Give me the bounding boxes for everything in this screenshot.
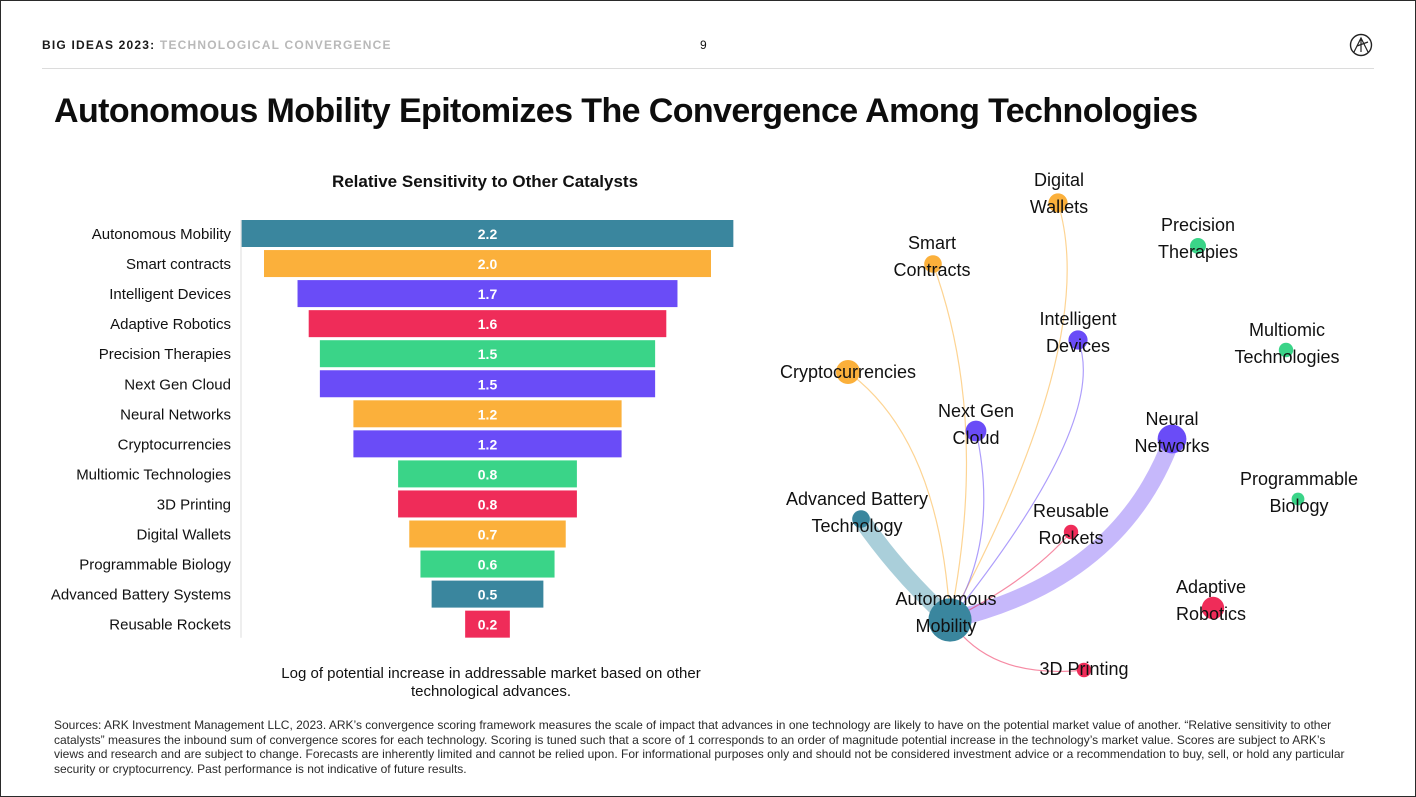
edge-neural-to-autonomous xyxy=(941,430,1181,629)
category-label-multiomic-technologies: Multiomic Technologies xyxy=(76,466,231,483)
value-label-multiomic-technologies: 0.8 xyxy=(478,466,498,482)
category-label-adaptive-robotics: Adaptive Robotics xyxy=(110,316,231,333)
bar-chart-title: Relative Sensitivity to Other Catalysts xyxy=(331,172,639,191)
node-label-autonomous: Autonomous Mobility xyxy=(895,589,996,636)
node-crypto xyxy=(836,360,860,384)
bar-digital-wallets xyxy=(409,520,566,548)
category-label-autonomous-mobility: Autonomous Mobility xyxy=(92,226,232,243)
node-next-gen-cloud xyxy=(965,420,987,442)
bar-smart-contracts xyxy=(264,250,711,278)
category-label-precision-therapies: Precision Therapies xyxy=(99,346,231,363)
value-label-programmable-biology: 0.6 xyxy=(478,557,498,573)
slide-header: BIG IDEAS 2023: TECHNOLOGICAL CONVERGENC… xyxy=(42,38,392,52)
value-label-advanced-battery-systems: 0.5 xyxy=(478,587,498,603)
topic-title: TECHNOLOGICAL CONVERGENCE xyxy=(159,38,392,52)
value-label-neural-networks: 1.2 xyxy=(478,406,498,422)
category-label-digital-wallets: Digital Wallets xyxy=(137,527,231,544)
category-label-reusable-rockets: Reusable Rockets xyxy=(109,617,231,634)
category-label-next-gen-cloud: Next Gen Cloud xyxy=(124,376,231,393)
node-label-smart-contracts: Smart Contracts xyxy=(893,233,970,280)
node-label-intelligent: Intelligent Devices xyxy=(1039,309,1116,356)
category-label-programmable-biology: Programmable Biology xyxy=(79,557,231,574)
node-multiomic xyxy=(1278,342,1294,358)
bar-3d-printing xyxy=(398,490,577,518)
node-autonomous xyxy=(928,598,972,642)
value-label-adaptive-robotics: 1.6 xyxy=(478,316,498,332)
node-label-printing: 3D Printing xyxy=(1039,659,1128,679)
ark-logo-icon xyxy=(1349,33,1373,57)
value-label-reusable-rockets: 0.2 xyxy=(478,617,498,633)
edge-crypto-to-autonomous xyxy=(847,371,951,621)
category-label-cryptocurrencies: Cryptocurrencies xyxy=(118,436,231,453)
bar-autonomous-mobility xyxy=(241,220,734,247)
value-label-cryptocurrencies: 1.2 xyxy=(478,436,498,452)
page-number: 9 xyxy=(700,38,707,52)
node-label-programmable: Programmable Biology xyxy=(1240,469,1358,516)
category-label-advanced-battery-systems: Advanced Battery Systems xyxy=(51,587,231,604)
category-label-intelligent-devices: Intelligent Devices xyxy=(109,286,231,303)
edge-digital-wallets-to-autonomous xyxy=(949,202,1068,621)
bar-cryptocurrencies xyxy=(353,430,622,458)
value-label-intelligent-devices: 1.7 xyxy=(478,286,498,302)
value-label-digital-wallets: 0.7 xyxy=(478,527,498,543)
bar-precision-therapies xyxy=(319,340,656,368)
node-label-battery: Advanced Battery Technology xyxy=(786,489,928,536)
node-printing xyxy=(1076,662,1092,678)
network-labels: Autonomous Mobility Digital Wallets Precisio… xyxy=(780,170,1358,679)
node-rockets xyxy=(1063,524,1079,540)
node-label-digital-wallets: Digital Wallets xyxy=(1030,170,1088,217)
bar-programmable-biology xyxy=(420,550,555,578)
series-title: BIG IDEAS 2023: xyxy=(42,38,156,52)
value-label-next-gen-cloud: 1.5 xyxy=(478,376,498,392)
category-label-neural-networks: Neural Networks xyxy=(120,406,231,423)
header-divider xyxy=(42,68,1374,69)
value-label-precision-therapies: 1.5 xyxy=(478,346,498,362)
value-label-smart-contracts: 2.0 xyxy=(478,256,498,272)
node-smart-contracts xyxy=(924,255,942,273)
value-label-autonomous-mobility: 2.2 xyxy=(478,226,498,242)
network-nodes xyxy=(836,193,1305,678)
node-label-rockets: Reusable Rockets xyxy=(1033,501,1109,548)
node-programmable xyxy=(1291,492,1305,506)
value-label-3d-printing: 0.8 xyxy=(478,496,498,512)
bar-advanced-battery-systems xyxy=(431,580,544,608)
category-label-3d-printing: 3D Printing xyxy=(157,496,231,513)
node-intelligent xyxy=(1068,330,1088,350)
node-digital-wallets xyxy=(1048,193,1068,213)
node-label-robotics: Adaptive Robotics xyxy=(1176,577,1246,624)
page-title: Autonomous Mobility Epitomizes The Conve… xyxy=(54,92,1198,130)
bar-multiomic-technologies xyxy=(398,460,577,488)
node-battery xyxy=(852,510,870,528)
node-label-next-gen-cloud: Next Gen Cloud xyxy=(938,401,1014,448)
node-robotics xyxy=(1201,596,1225,620)
node-neural xyxy=(1157,424,1187,454)
node-precision xyxy=(1190,238,1206,254)
bar-reusable-rockets xyxy=(465,610,510,638)
node-label-crypto: Cryptocurrencies xyxy=(780,362,916,382)
node-label-precision: Precision Therapies xyxy=(1158,215,1238,262)
edge-next-gen-cloud-to-autonomous xyxy=(949,430,985,621)
bar-adaptive-robotics xyxy=(308,310,667,338)
bar-intelligent-devices xyxy=(297,280,678,308)
edge-intelligent-to-autonomous xyxy=(949,339,1084,621)
node-label-multiomic: Multiomic Technologies xyxy=(1234,320,1339,367)
node-label-neural: Neural Networks xyxy=(1134,409,1209,456)
sources-footnote: Sources: ARK Investment Management LLC, … xyxy=(54,718,1345,776)
x-axis-label: Log of potential increase in addressable… xyxy=(281,665,701,700)
category-label-smart-contracts: Smart contracts xyxy=(126,256,231,273)
bar-next-gen-cloud xyxy=(319,370,656,398)
bar-neural-networks xyxy=(353,400,622,428)
